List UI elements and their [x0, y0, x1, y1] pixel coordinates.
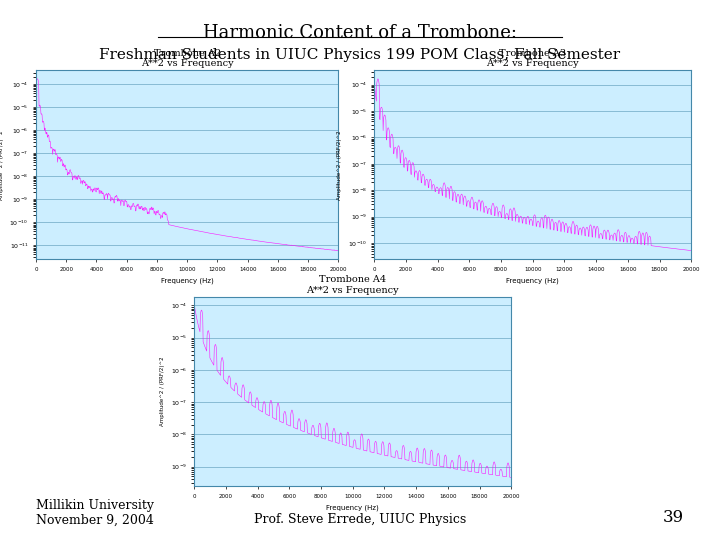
Title: Trombone A2
A**2 vs Frequency: Trombone A2 A**2 vs Frequency	[141, 49, 233, 68]
Text: Millikin University
November 9, 2004: Millikin University November 9, 2004	[36, 498, 154, 526]
X-axis label: Frequency (Hz): Frequency (Hz)	[506, 278, 559, 284]
Text: Prof. Steve Errede, UIUC Physics: Prof. Steve Errede, UIUC Physics	[254, 514, 466, 526]
Title: Trombone A3
A**2 vs Frequency: Trombone A3 A**2 vs Frequency	[487, 49, 579, 68]
Y-axis label: Amplitude^2 / (PRF/2)^2: Amplitude^2 / (PRF/2)^2	[0, 130, 4, 199]
Text: 39: 39	[663, 510, 684, 526]
Y-axis label: Amplitude^2 / (PRF/2)^2: Amplitude^2 / (PRF/2)^2	[338, 130, 342, 199]
Text: Harmonic Content of a Trombone:: Harmonic Content of a Trombone:	[203, 24, 517, 42]
X-axis label: Frequency (Hz): Frequency (Hz)	[161, 278, 214, 284]
X-axis label: Frequency (Hz): Frequency (Hz)	[326, 504, 379, 511]
Text: Freshman Students in UIUC Physics 199 POM Class, Fall Semester: Freshman Students in UIUC Physics 199 PO…	[99, 48, 621, 62]
Y-axis label: Amplitude^2 / (PRF/2)^2: Amplitude^2 / (PRF/2)^2	[160, 357, 165, 426]
Title: Trombone A4
A**2 vs Frequency: Trombone A4 A**2 vs Frequency	[307, 275, 399, 295]
